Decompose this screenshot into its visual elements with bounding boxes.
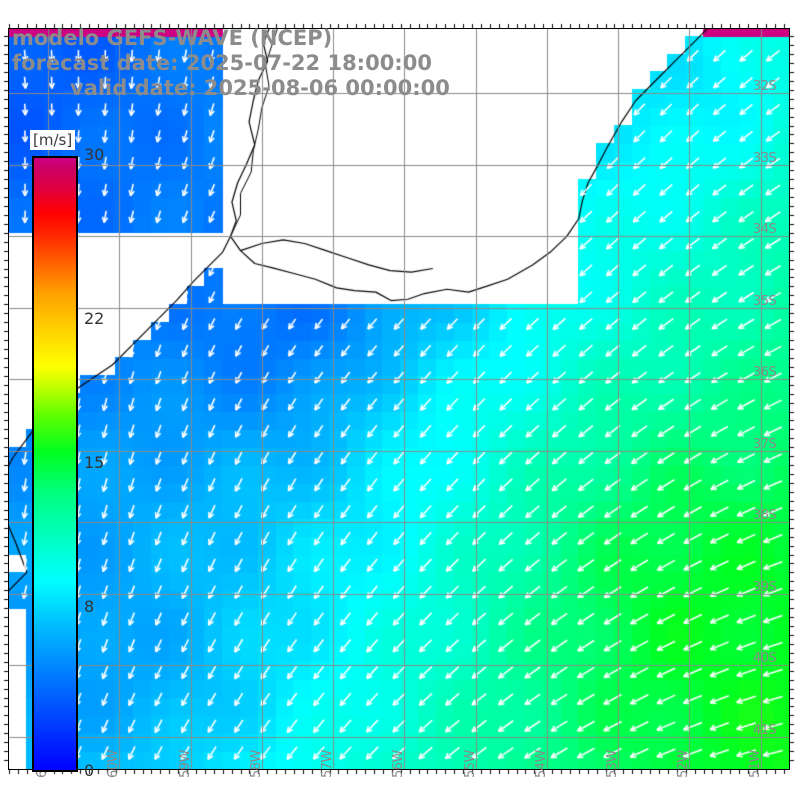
latitude-label: 38S <box>753 508 777 524</box>
latitude-label: 37S <box>753 436 777 452</box>
latitude-label: 35S <box>753 293 777 309</box>
latitude-label: 39S <box>753 579 777 595</box>
longitude-label: 56W <box>391 750 407 778</box>
longitude-label: 53W <box>605 750 621 778</box>
latitude-label: 36S <box>753 365 777 381</box>
colorbar-gradient <box>32 156 78 772</box>
latitude-label: 34S <box>753 222 777 238</box>
latitude-label: 40S <box>753 651 777 667</box>
colorbar-tick-label: 0 <box>84 761 95 780</box>
longitude-label: 51W <box>747 750 763 778</box>
longitude-label: 54W <box>533 750 549 778</box>
longitude-label: 55W <box>462 750 478 778</box>
longitude-label: 57W <box>320 750 336 778</box>
longitude-label: 60W <box>106 750 122 778</box>
colorbar-tick-label: 30 <box>84 145 105 164</box>
latitude-label: 32S <box>753 79 777 95</box>
latitude-label: 41S <box>753 722 777 738</box>
longitude-label: 59W <box>177 750 193 778</box>
map-plot-area[interactable] <box>8 28 790 770</box>
longitude-label: 52W <box>676 750 692 778</box>
colorbar[interactable] <box>32 156 78 772</box>
colorbar-unit-label: [m/s] <box>30 130 76 150</box>
graticule-gridlines <box>9 29 789 769</box>
colorbar-tick-label: 15 <box>84 453 105 472</box>
longitude-label: 58W <box>248 750 264 778</box>
colorbar-tick-label: 22 <box>84 309 105 329</box>
latitude-label: 33S <box>753 150 777 166</box>
colorbar-tick-label: 8 <box>84 596 95 616</box>
